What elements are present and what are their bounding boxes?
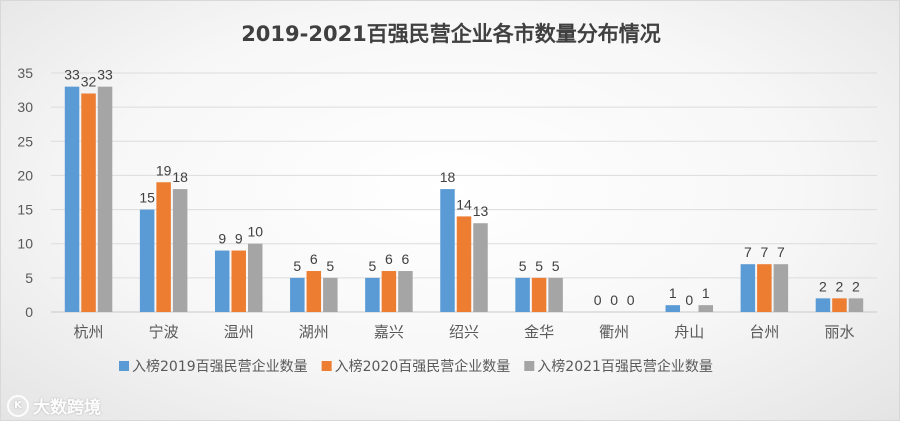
legend-swatch xyxy=(321,361,332,371)
bar xyxy=(306,271,322,312)
data-label: 2 xyxy=(819,278,827,294)
legend-label: 入榜2020百强民营企业数量 xyxy=(335,358,511,375)
bar xyxy=(97,86,113,313)
data-label: 18 xyxy=(440,169,456,185)
x-tick-label: 金华 xyxy=(524,323,554,341)
data-label: 0 xyxy=(627,292,635,308)
y-tick-label: 30 xyxy=(17,99,33,115)
bar xyxy=(698,305,714,312)
legend-swatch xyxy=(524,361,535,371)
data-label: 5 xyxy=(535,258,543,274)
y-tick-label: 0 xyxy=(25,304,33,320)
legend-label: 入榜2021百强民营企业数量 xyxy=(537,358,713,375)
data-label: 33 xyxy=(97,67,113,83)
bar xyxy=(548,277,563,312)
x-tick-label: 宁波 xyxy=(149,323,179,341)
bar xyxy=(290,277,305,312)
data-label: 7 xyxy=(777,244,785,260)
data-label: 2 xyxy=(836,278,844,294)
data-label: 7 xyxy=(744,244,752,260)
bar xyxy=(665,305,681,312)
data-label: 15 xyxy=(139,190,155,206)
legend-swatch xyxy=(119,361,129,371)
bar xyxy=(381,271,397,312)
data-label: 33 xyxy=(64,67,80,83)
data-label: 0 xyxy=(610,292,618,308)
bar xyxy=(81,93,96,312)
data-label: 9 xyxy=(218,231,226,247)
bar xyxy=(815,298,831,312)
x-tick-label: 舟山 xyxy=(674,323,704,341)
bar xyxy=(757,264,772,312)
bar xyxy=(139,209,155,312)
y-tick-label: 15 xyxy=(17,202,33,218)
data-label: 9 xyxy=(235,231,243,247)
data-label: 7 xyxy=(760,244,768,260)
bar xyxy=(531,277,547,312)
bar xyxy=(156,182,171,312)
bar xyxy=(473,223,488,312)
watermark: K 大数跨境 xyxy=(7,393,101,418)
x-tick-label: 丽水 xyxy=(824,323,854,341)
bar xyxy=(740,264,756,312)
data-label: 5 xyxy=(552,258,560,274)
data-label: 0 xyxy=(594,292,602,308)
data-label: 18 xyxy=(172,169,188,185)
y-axis-ticks: 0 5 10 15 20 25 30 35 xyxy=(17,65,33,320)
y-tick-label: 25 xyxy=(17,133,33,149)
watermark-logo-icon: K xyxy=(7,394,29,417)
data-label: 19 xyxy=(156,162,172,178)
x-tick-label: 绍兴 xyxy=(449,323,479,341)
bar xyxy=(773,264,789,312)
bar xyxy=(365,277,380,312)
bar xyxy=(323,277,338,312)
x-tick-label: 杭州 xyxy=(74,323,104,341)
bar xyxy=(247,243,263,312)
x-tick-label: 温州 xyxy=(224,323,254,341)
bar xyxy=(398,271,413,312)
y-tick-label: 10 xyxy=(17,236,33,252)
data-label: 6 xyxy=(310,251,318,267)
data-label: 13 xyxy=(473,203,489,219)
data-label: 6 xyxy=(385,251,393,267)
bar xyxy=(515,277,530,312)
x-tick-label: 嘉兴 xyxy=(374,323,404,341)
bar xyxy=(64,86,80,313)
bar xyxy=(832,298,847,312)
legend: 入榜2019百强民营企业数量 入榜2020百强民营企业数量 入榜2021百强民营企业… xyxy=(119,358,713,375)
bar xyxy=(172,189,188,312)
data-label: 5 xyxy=(519,258,527,274)
data-label: 10 xyxy=(247,224,263,240)
x-axis-ticks: 杭州 宁波 温州 湖州 嘉兴 绍兴 金华 衢州 舟山 台州 丽水 xyxy=(74,323,855,341)
y-tick-label: 5 xyxy=(25,270,33,286)
x-tick-label: 台州 xyxy=(749,323,779,341)
data-label: 1 xyxy=(669,285,677,301)
y-tick-label: 35 xyxy=(17,65,33,81)
x-tick-label: 衢州 xyxy=(599,323,629,341)
data-label: 5 xyxy=(369,258,377,274)
watermark-text: 大数跨境 xyxy=(33,398,101,418)
legend-label: 入榜2019百强民营企业数量 xyxy=(132,358,308,375)
data-label: 6 xyxy=(402,251,410,267)
bar xyxy=(456,216,472,312)
bar xyxy=(214,250,230,312)
data-label: 32 xyxy=(81,73,97,89)
bar xyxy=(231,250,246,312)
data-label: 5 xyxy=(326,258,334,274)
bar xyxy=(440,189,455,312)
data-label: 2 xyxy=(852,278,860,294)
y-tick-label: 20 xyxy=(17,167,33,183)
data-label: 5 xyxy=(293,258,301,274)
chart-title: 2019-2021百强民营企业各市数量分布情况 xyxy=(241,22,661,46)
bars xyxy=(64,86,864,313)
data-label: 1 xyxy=(702,285,710,301)
data-label: 0 xyxy=(685,292,693,308)
x-tick-label: 湖州 xyxy=(299,323,329,341)
bar xyxy=(848,298,864,312)
data-label: 14 xyxy=(456,196,472,212)
